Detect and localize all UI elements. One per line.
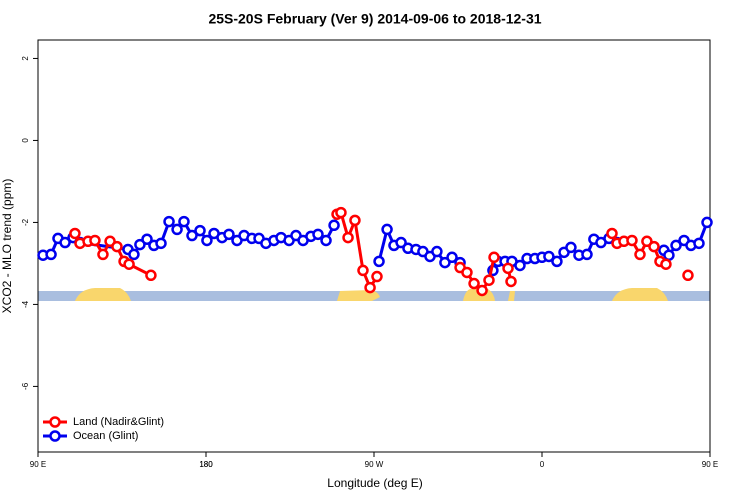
point [89,234,101,247]
point [670,239,682,252]
point [581,248,593,261]
point [701,216,713,229]
point [223,228,235,241]
point [178,215,190,228]
point [446,251,458,264]
x-tick-label: 0 [540,460,545,469]
point [461,266,473,279]
y-tick-label: 0 [21,138,30,143]
point [476,284,488,297]
point [97,248,109,261]
point [514,259,526,272]
point [634,248,646,261]
point [483,274,495,286]
land-shape [75,288,131,301]
x-axis-label: Longitude (deg E) [327,476,422,490]
point [468,277,480,290]
point [194,224,206,237]
point [328,219,340,232]
legend-marker [49,430,61,442]
x-tick-label: 180 [199,460,213,469]
legend-label: Ocean (Glint) [73,430,138,442]
point [186,229,198,242]
point [431,245,443,258]
point [648,240,660,253]
y-tick-label: -4 [21,300,30,308]
point [381,223,393,236]
point [69,227,81,240]
point [551,255,563,268]
legend-marker [49,416,61,428]
x-tick-label: 90 E [702,460,718,469]
x-tick-label: 180 [199,460,213,469]
point [171,223,183,236]
point [565,241,577,254]
point [349,214,361,227]
point [660,258,672,270]
y-axis-label: XCO2 - MLO trend (ppm) [0,179,14,314]
x-tick-label: 90 W [365,460,384,469]
x-tick-label: 90 E [30,460,46,469]
point [505,275,517,288]
point [123,258,135,270]
point [312,228,324,241]
chart-title: 25S-20S February (Ver 9) 2014-09-06 to 2… [208,11,541,27]
land-shape [612,288,668,301]
point [201,234,213,247]
point [371,270,383,283]
y-tick-label: -6 [21,382,30,390]
point [682,269,694,282]
point [543,250,555,263]
point [155,237,167,250]
point [502,262,514,275]
point [145,269,157,282]
point [45,248,57,261]
point [342,231,354,244]
point [488,251,500,264]
point [335,206,347,219]
legend-label: Land (Nadir&Glint) [73,416,164,428]
point [128,248,140,261]
point [693,237,705,250]
point [111,240,123,253]
point [395,236,407,249]
y-tick-label: 2 [21,56,30,61]
land-shape [508,291,515,301]
point [373,255,385,268]
point [320,234,332,247]
point [163,215,175,228]
y-tick-label: -2 [21,218,30,226]
point [364,281,376,294]
point [626,234,638,247]
point [606,227,618,240]
point [141,233,153,245]
point [59,236,71,249]
point [663,249,675,261]
point [357,264,369,277]
